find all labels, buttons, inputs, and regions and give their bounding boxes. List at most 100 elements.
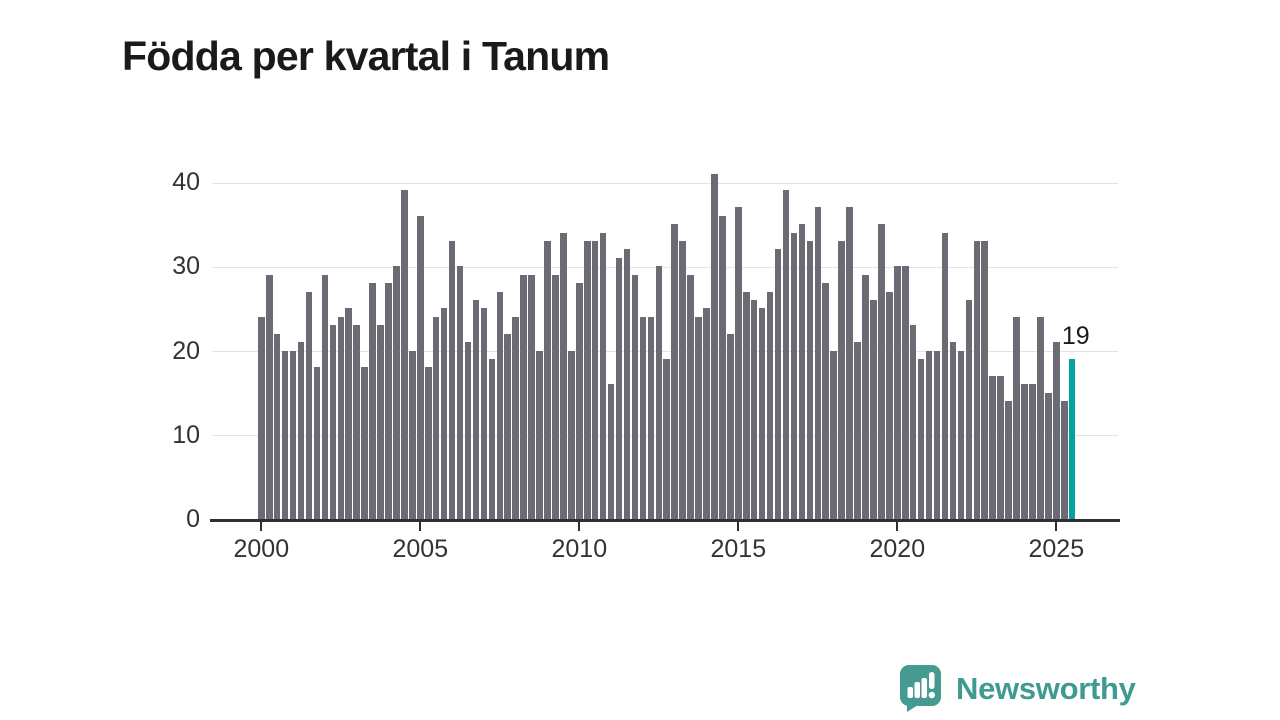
bar bbox=[1021, 384, 1028, 519]
bar bbox=[894, 266, 901, 519]
bar bbox=[281, 350, 289, 519]
bar bbox=[1037, 316, 1044, 519]
bar bbox=[488, 358, 496, 519]
bar bbox=[512, 316, 519, 519]
bar bbox=[369, 283, 376, 519]
bar bbox=[409, 350, 416, 519]
x-axis-tick-label: 2025 bbox=[1028, 535, 1085, 563]
bar bbox=[711, 173, 718, 519]
bar bbox=[496, 291, 504, 519]
bar bbox=[782, 190, 790, 519]
bar bbox=[265, 274, 273, 519]
bar bbox=[886, 291, 893, 519]
bar bbox=[933, 350, 941, 519]
highlight-value-label: 19 bbox=[1061, 321, 1090, 350]
bar bbox=[870, 299, 877, 519]
bar bbox=[854, 342, 861, 519]
bar bbox=[337, 316, 345, 519]
bar bbox=[591, 240, 599, 519]
bar bbox=[424, 367, 432, 519]
bar bbox=[313, 367, 321, 519]
bar bbox=[440, 308, 448, 519]
bar bbox=[432, 316, 440, 519]
bar bbox=[560, 232, 567, 519]
bar bbox=[568, 350, 575, 519]
chart-title: Födda per kvartal i Tanum bbox=[122, 33, 610, 80]
bar bbox=[401, 190, 408, 519]
bar bbox=[480, 308, 488, 519]
x-axis-tick-mark bbox=[419, 522, 422, 531]
x-axis-tick-mark bbox=[1055, 522, 1058, 531]
bar bbox=[766, 291, 774, 519]
x-axis-line bbox=[210, 519, 1120, 522]
bar bbox=[774, 249, 782, 519]
bar bbox=[742, 291, 750, 519]
bar-highlighted bbox=[1068, 358, 1076, 519]
bar bbox=[679, 240, 686, 519]
bar bbox=[305, 291, 313, 519]
bar bbox=[583, 240, 591, 519]
x-axis-tick-mark bbox=[896, 522, 899, 531]
bar bbox=[345, 308, 353, 519]
bar bbox=[917, 358, 925, 519]
bar bbox=[377, 325, 384, 519]
bar bbox=[735, 207, 742, 519]
bar bbox=[798, 224, 806, 519]
bar bbox=[273, 333, 281, 519]
bar bbox=[663, 358, 671, 519]
bar bbox=[687, 274, 694, 519]
plot-area: 0 10 20 30 40 2000 2005 2010 2015 2020 2025 19 bbox=[172, 168, 1120, 563]
bar bbox=[909, 325, 917, 519]
gridline bbox=[212, 351, 1118, 352]
bar bbox=[750, 299, 758, 519]
bar bbox=[520, 274, 527, 519]
x-axis-tick-label: 2000 bbox=[233, 535, 290, 563]
x-axis-tick-label: 2015 bbox=[710, 535, 767, 563]
bar bbox=[576, 283, 583, 519]
bar bbox=[830, 350, 837, 519]
bar bbox=[989, 375, 996, 519]
x-axis-tick-label: 2020 bbox=[869, 535, 926, 563]
x-axis-tick-mark bbox=[260, 522, 263, 531]
bar bbox=[727, 333, 734, 519]
bar bbox=[997, 375, 1004, 519]
bar bbox=[941, 232, 949, 519]
bar bbox=[385, 283, 392, 519]
bar bbox=[623, 249, 631, 519]
bar bbox=[528, 274, 535, 519]
bar bbox=[1029, 384, 1036, 519]
bar bbox=[456, 266, 464, 519]
y-axis-tick-label: 40 bbox=[172, 168, 200, 196]
bar bbox=[297, 342, 305, 519]
bar bbox=[615, 257, 623, 519]
bar bbox=[361, 367, 368, 519]
bar bbox=[703, 308, 710, 519]
bar bbox=[671, 224, 678, 519]
bar bbox=[822, 283, 830, 519]
bar bbox=[639, 316, 647, 519]
x-axis-tick-mark bbox=[737, 522, 740, 531]
bar bbox=[1045, 392, 1052, 519]
bar bbox=[1005, 401, 1012, 519]
bar bbox=[838, 240, 845, 519]
bar bbox=[901, 266, 909, 519]
bar bbox=[846, 207, 853, 519]
bar bbox=[719, 215, 726, 519]
newsworthy-logo-icon bbox=[900, 665, 941, 712]
bar bbox=[957, 350, 965, 519]
y-axis-tick-label: 30 bbox=[172, 252, 200, 281]
bar bbox=[353, 325, 360, 519]
bar bbox=[464, 342, 472, 519]
gridline bbox=[212, 266, 1118, 268]
bar bbox=[1013, 316, 1020, 519]
bar bbox=[981, 240, 989, 519]
x-axis-tick-label: 2010 bbox=[551, 535, 608, 563]
bar bbox=[806, 240, 814, 519]
y-axis-tick-label: 20 bbox=[172, 336, 200, 365]
bar bbox=[321, 274, 329, 519]
bar bbox=[790, 232, 798, 519]
bar bbox=[544, 240, 551, 519]
gridline bbox=[212, 182, 1118, 184]
bar bbox=[599, 232, 607, 519]
